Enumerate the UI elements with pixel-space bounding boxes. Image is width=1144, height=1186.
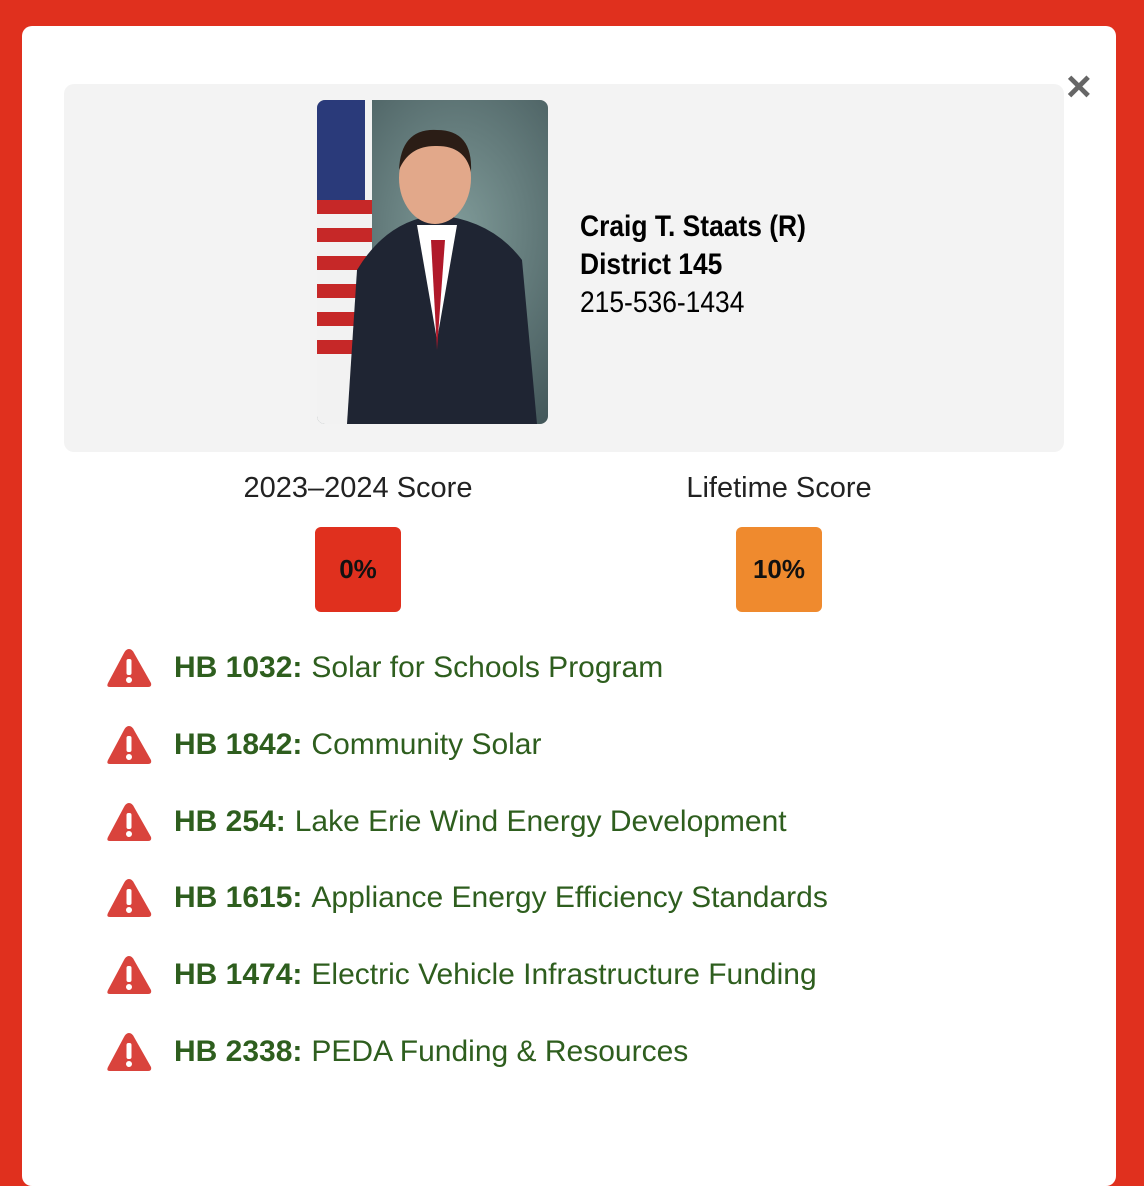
bill-id: HB 1032: (174, 651, 303, 684)
warning-icon (107, 802, 152, 841)
bill-id: HB 1474: (174, 958, 303, 992)
rep-district: District 145 (580, 248, 723, 281)
close-button[interactable]: × (1066, 62, 1092, 111)
score-label: 2023–2024 Score (243, 472, 473, 504)
warning-icon (107, 956, 152, 995)
bill-row: HB 1615: Appliance Energy Efficiency Stan… (106, 873, 828, 923)
bill-title: Appliance Energy Efficiency Standards (311, 881, 828, 915)
bill-row: HB 254: Lake Erie Wind Energy Development (106, 797, 787, 847)
page: × Craig T. Staats (R) District 145 215-5… (22, 26, 1116, 1186)
bill-id: HB 1842: (174, 727, 303, 761)
rep-name: Craig T. Staats (R) (580, 210, 806, 243)
bill-title: Solar for Schools Program (311, 651, 664, 684)
bill-id: HB 2338: (174, 1035, 303, 1068)
portrait (317, 100, 548, 424)
rep-phone: 215-536-1434 (580, 286, 745, 319)
bill-row: HB 1474: Electric Vehicle Infrastructure … (106, 950, 817, 1000)
bill-id: HB 254: (174, 804, 286, 838)
bill-title: PEDA Funding & Resources (311, 1035, 689, 1068)
warning-icon (107, 879, 152, 918)
bill-title: Community Solar (311, 727, 542, 761)
warning-icon (107, 1033, 152, 1071)
score-badge: 0% (315, 527, 401, 612)
warning-icon (107, 649, 152, 687)
bill-title: Electric Vehicle Infrastructure Funding (311, 958, 817, 992)
score-badge: 10% (736, 527, 822, 612)
bill-row: HB 1032: Solar for Schools Program (106, 643, 663, 693)
bill-title: Lake Erie Wind Energy Development (294, 804, 787, 838)
bill-id: HB 1615: (174, 881, 303, 915)
modal: × Craig T. Staats (R) District 145 215-5… (22, 26, 1116, 1186)
score-label: Lifetime Score (686, 472, 872, 504)
bill-row: HB 1842: Community Solar (106, 720, 541, 770)
bill-row: HB 2338: PEDA Funding & Resources (106, 1027, 688, 1077)
warning-icon (107, 725, 152, 764)
profile-card: Craig T. Staats (R) District 145 215-536… (64, 84, 1064, 452)
